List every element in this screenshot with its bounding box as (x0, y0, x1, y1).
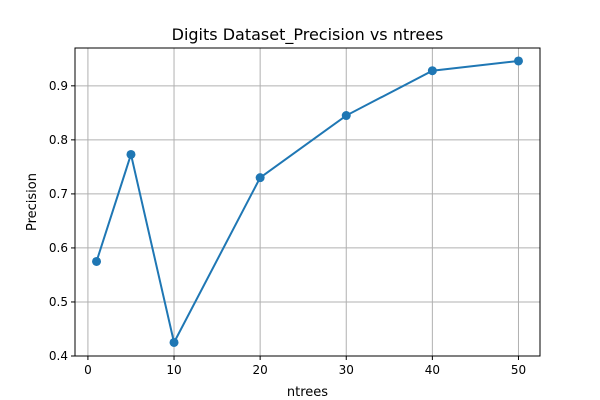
x-tick-label: 0 (84, 363, 92, 377)
x-tick-label: 40 (425, 363, 440, 377)
y-tick-label: 0.5 (49, 295, 68, 309)
y-tick-label: 0.9 (49, 79, 68, 93)
y-tick-label: 0.7 (49, 187, 68, 201)
y-tick-label: 0.4 (49, 349, 68, 363)
series-line (95, 59, 519, 346)
x-tick-label: 20 (252, 363, 267, 377)
ticks: 0 10 20 30 40 50 0.4 0.5 0.6 0.7 0.8 0.9 (49, 79, 526, 377)
plot-frame (74, 47, 541, 357)
chart-title: Digits Dataset_Precision vs ntrees (172, 25, 444, 45)
x-tick-label: 10 (166, 363, 181, 377)
data-point (92, 256, 102, 266)
x-tick-label: 50 (511, 363, 526, 377)
x-tick-label: 30 (339, 363, 354, 377)
data-point (255, 173, 265, 183)
y-axis-label: Precision (25, 173, 40, 231)
x-axis-label: ntrees (287, 385, 328, 400)
data-point (341, 111, 351, 121)
data-point (513, 56, 523, 66)
data-point (169, 337, 179, 347)
y-tick-label: 0.8 (49, 133, 68, 147)
data-point (126, 149, 136, 159)
series-layer (92, 56, 523, 347)
grid (75, 48, 540, 357)
data-point (427, 66, 437, 76)
y-tick-label: 0.6 (49, 241, 68, 255)
